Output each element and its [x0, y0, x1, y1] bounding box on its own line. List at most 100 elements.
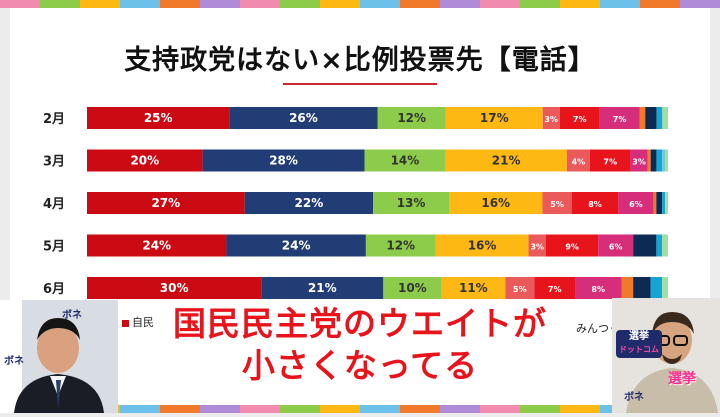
data-label: 21% — [492, 154, 521, 168]
data-label: 7% — [603, 158, 617, 167]
category-label: 3月 — [43, 155, 65, 170]
stripe-segment — [600, 0, 640, 8]
top-color-stripe — [0, 0, 720, 8]
right-badge: 選挙 — [668, 371, 696, 387]
bar-segment — [445, 107, 543, 129]
stripe-segment — [440, 405, 480, 413]
bar-segment — [542, 192, 572, 214]
stripe-segment — [560, 0, 600, 8]
stripe-segment — [0, 0, 40, 8]
caption-line-1: 国民民主党のウエイトが — [173, 304, 547, 343]
category-label: 6月 — [43, 282, 65, 297]
data-label: 21% — [308, 281, 337, 295]
bar-segment — [87, 149, 203, 172]
legend: 自民 — [122, 314, 154, 330]
bar-segment — [364, 149, 446, 172]
stripe-segment — [480, 0, 520, 8]
data-label: 9% — [565, 243, 579, 252]
data-label: 11% — [459, 281, 488, 295]
bar-segment — [599, 107, 640, 129]
bar-segment — [441, 277, 506, 299]
data-label: 4% — [572, 158, 586, 167]
left-logo-mid: ボネ — [4, 356, 24, 367]
data-label: 5% — [513, 285, 527, 294]
stripe-segment — [640, 0, 680, 8]
bar-segment — [647, 149, 651, 172]
bar-segment — [653, 192, 657, 214]
data-label: 16% — [481, 196, 510, 210]
stripe-segment — [320, 405, 360, 413]
legend-swatch-jimin — [122, 319, 129, 327]
right-logo-bottom: ドットコム — [619, 345, 659, 354]
stripe-segment — [40, 0, 80, 8]
bar-segment — [571, 192, 619, 214]
right-logo-bottom-text: ボネ — [624, 392, 644, 403]
left-logo-top: ボネ — [62, 310, 82, 321]
bar-segment — [656, 192, 663, 214]
category-label: 4月 — [43, 197, 65, 212]
bar-segment — [87, 234, 227, 257]
title-underline — [283, 83, 437, 85]
data-label: 3% — [632, 158, 646, 167]
bar-segment — [534, 277, 576, 299]
bar-segment — [435, 234, 529, 257]
bar-segment — [528, 234, 546, 257]
bar-segment — [383, 277, 442, 299]
legend-label-mintsuku: みんつく — [576, 322, 620, 335]
bar-segment — [575, 277, 622, 299]
bar-segment — [630, 149, 648, 172]
stripe-segment — [280, 405, 320, 413]
bar-segment — [639, 107, 646, 129]
bar-segment — [373, 192, 450, 214]
data-label: 25% — [144, 111, 173, 125]
bar-segment — [87, 107, 230, 129]
bar-segment — [545, 234, 599, 257]
stripe-segment — [680, 0, 720, 8]
bar-segment — [559, 107, 600, 129]
data-label: 14% — [391, 154, 420, 168]
stripe-segment — [280, 0, 320, 8]
stripe-segment — [520, 405, 560, 413]
bar-segment — [505, 277, 535, 299]
data-label: 24% — [142, 239, 171, 253]
bar-segment — [645, 107, 657, 129]
bar-segment — [229, 107, 378, 129]
bar-segment — [365, 234, 436, 257]
bar-segment — [650, 149, 657, 172]
bar-segment — [542, 107, 560, 129]
bar-segment — [598, 234, 634, 257]
stripe-segment — [120, 405, 160, 413]
data-label: 20% — [130, 154, 159, 168]
data-label: 22% — [295, 196, 324, 210]
data-label: 8% — [588, 200, 602, 209]
data-label: 12% — [397, 111, 426, 125]
stripe-segment — [160, 0, 200, 8]
bar-segment — [566, 149, 590, 172]
data-label: 12% — [386, 239, 415, 253]
right-logo-top: 選挙 — [629, 331, 649, 342]
bar-segment — [618, 192, 654, 214]
stripe-segment — [240, 405, 280, 413]
data-label: 7% — [548, 285, 562, 294]
bar-segment — [665, 149, 668, 172]
bar-segment — [662, 277, 668, 299]
bar-segment — [226, 234, 366, 257]
stripe-segment — [320, 0, 360, 8]
data-label: 16% — [468, 239, 497, 253]
data-label: 6% — [609, 243, 623, 252]
right-logo: 選挙 ドットコム — [616, 330, 662, 358]
stripe-segment — [440, 0, 480, 8]
data-label: 24% — [282, 239, 311, 253]
data-label: 5% — [550, 200, 564, 209]
stripe-segment — [360, 405, 400, 413]
bar-segment — [261, 277, 384, 299]
bar-segment — [662, 234, 668, 257]
data-label: 27% — [151, 196, 180, 210]
bar-segment — [87, 192, 245, 214]
bar-segment — [662, 192, 666, 214]
bar-segment — [633, 277, 651, 299]
bar-segment — [445, 149, 567, 172]
caption-line-2: 小さくなってる — [241, 346, 479, 385]
bar-segment — [589, 149, 631, 172]
stripe-segment — [560, 405, 600, 413]
